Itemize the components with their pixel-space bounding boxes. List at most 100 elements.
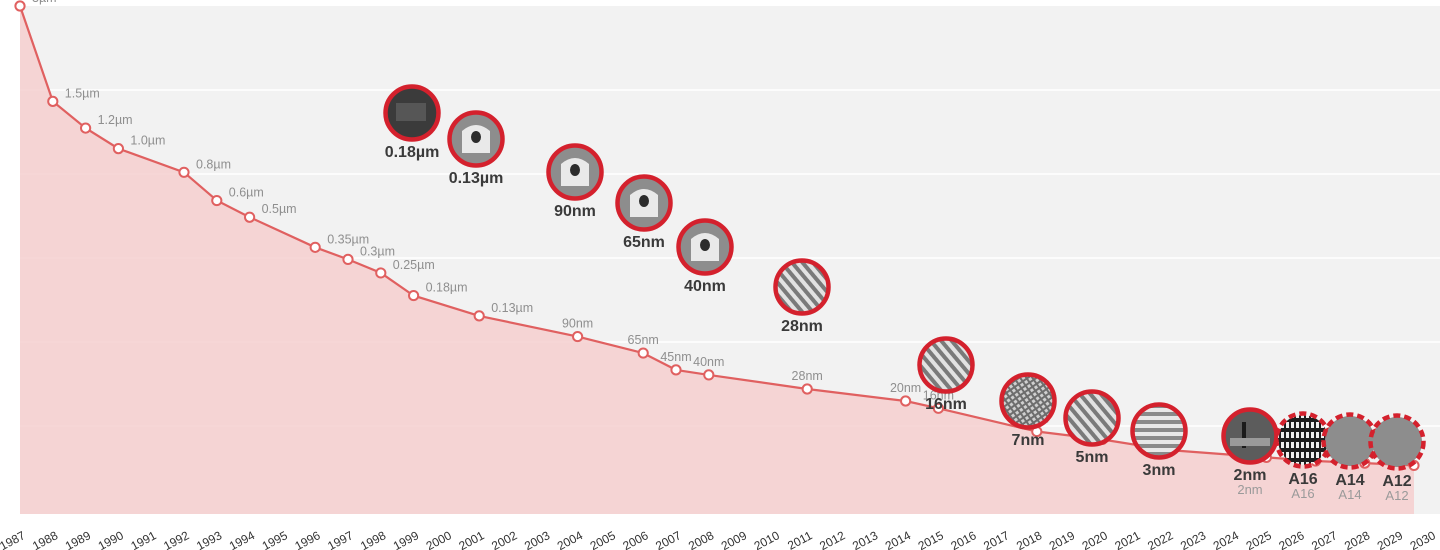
node-badge-label: A12: [1382, 473, 1411, 490]
data-label: 0.3µm: [360, 244, 395, 258]
x-tick-label: 2024: [1211, 528, 1241, 550]
data-point: [801, 383, 813, 395]
x-tick-label: 2006: [620, 528, 650, 550]
badge-ring: [447, 110, 505, 168]
data-label: 40nm: [693, 355, 724, 369]
x-tick-label: 2012: [817, 528, 847, 550]
badge-ring: [999, 372, 1057, 430]
x-tick-label: 2019: [1047, 528, 1077, 550]
x-tick-label: 2018: [1014, 528, 1044, 550]
node-badge: 0.18µm: [383, 84, 441, 161]
node-badge-sublabel: A14: [1338, 487, 1361, 502]
data-label: 0.8µm: [196, 157, 231, 171]
x-tick-label: 2008: [686, 528, 716, 550]
x-tick-label: 2023: [1178, 528, 1208, 550]
x-tick-label: 2021: [1112, 528, 1142, 550]
badge-ring: [773, 258, 831, 316]
x-tick-label: 1993: [194, 528, 224, 550]
area-under-curve: [20, 6, 1414, 514]
x-tick-label: 2020: [1080, 528, 1110, 550]
node-badge: 65nm: [615, 174, 673, 251]
data-label: 0.25µm: [393, 258, 435, 272]
sem-image-icon: [1325, 416, 1375, 466]
data-point: [703, 369, 715, 381]
badge-ring: [1063, 389, 1121, 447]
node-badge-label: 3nm: [1143, 462, 1176, 479]
x-tick-label: 2029: [1375, 528, 1405, 550]
data-point: [309, 241, 321, 253]
data-label: 1.2µm: [98, 113, 133, 127]
x-tick-label: 1991: [128, 528, 158, 550]
x-tick-label: 2002: [489, 528, 519, 550]
data-point: [80, 122, 92, 134]
node-badge: 3nm: [1130, 402, 1188, 479]
node-badge: 0.13µm: [447, 110, 505, 187]
data-point: [473, 310, 485, 322]
x-tick-label: 2016: [948, 528, 978, 550]
sem-image-icon: [1003, 376, 1053, 426]
x-tick-label: 1996: [292, 528, 322, 550]
data-point: [932, 402, 945, 414]
data-label: 28nm: [792, 369, 823, 383]
data-label: 0.5µm: [262, 202, 297, 216]
x-tick-label: 2004: [555, 528, 585, 550]
x-tick-label: 2001: [456, 528, 486, 550]
data-label: 90nm: [562, 317, 593, 331]
x-tick-label: 2011: [785, 528, 815, 550]
badge-ring: [917, 336, 975, 394]
node-badge: 28nm: [773, 258, 831, 335]
data-label: 65nm: [628, 333, 659, 347]
node-badge: 16nm: [917, 336, 975, 413]
data-label: 1.0µm: [130, 134, 165, 148]
badge-ring: [615, 174, 673, 232]
x-tick-label: 2003: [522, 528, 552, 550]
x-tick-label: 1999: [391, 528, 421, 550]
sem-image-icon: [1225, 411, 1275, 461]
badge-ring: [383, 84, 441, 142]
x-tick-label: 1990: [96, 528, 126, 550]
x-tick-label: 2015: [916, 528, 946, 550]
sem-image-icon: [1134, 406, 1184, 456]
x-tick-label: 2028: [1342, 528, 1372, 550]
data-point: [112, 143, 125, 155]
data-point: [14, 0, 26, 12]
data-label: 0.35µm: [327, 232, 369, 246]
sem-image-icon: [777, 262, 827, 312]
node-badge-label: 5nm: [1076, 449, 1109, 466]
data-label: 0.18µm: [426, 281, 468, 295]
x-tick-label: 2030: [1408, 528, 1438, 550]
data-point: [670, 364, 682, 376]
node-badge-label: 7nm: [1012, 432, 1045, 449]
node-badge: 40nm: [676, 218, 734, 295]
x-tick-label: 1994: [227, 528, 257, 550]
node-badge-label: 2nm: [1234, 467, 1267, 484]
node-badge-sublabel: A12: [1385, 488, 1408, 503]
node-badge-label: 16nm: [925, 396, 967, 413]
x-tick-label: 2025: [1244, 528, 1274, 550]
node-badge-label: 90nm: [554, 203, 596, 220]
data-point: [47, 95, 59, 107]
data-point: [342, 253, 354, 265]
x-tick-label: 2022: [1145, 528, 1175, 550]
badge-ring: [1368, 413, 1426, 471]
sem-image-icon: [921, 340, 971, 390]
node-badge-label: 28nm: [781, 318, 823, 335]
node-badge-sublabel: 2nm: [1237, 482, 1262, 497]
data-label: 45nm: [660, 350, 691, 364]
data-point: [178, 166, 190, 178]
data-point: [244, 211, 256, 223]
x-tick-label: 2005: [588, 528, 618, 550]
badge-ring: [676, 218, 734, 276]
x-tick-label: 1988: [30, 528, 60, 550]
data-point: [211, 194, 223, 207]
badge-ring: [1221, 407, 1279, 465]
x-axis-ticks: 1987 1988 1989 1990 1991 1992 1993 1994 1995 1996…: [0, 528, 1438, 550]
badge-ring: [1130, 402, 1188, 460]
sem-image-icon: [1067, 393, 1117, 443]
node-badge: 90nm: [546, 143, 604, 220]
